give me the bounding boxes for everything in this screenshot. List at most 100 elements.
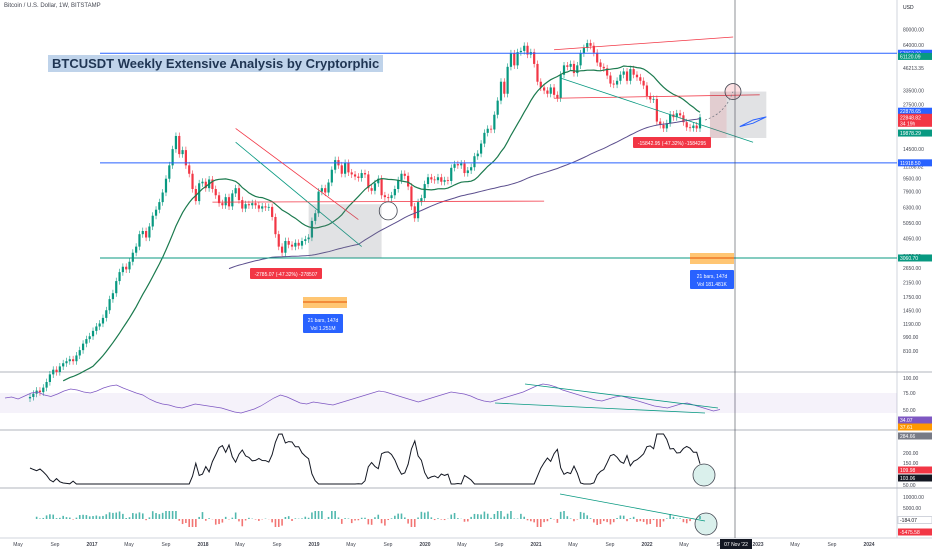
candle-body xyxy=(470,167,472,170)
candle-body xyxy=(225,197,227,205)
macd-histogram-bar xyxy=(361,518,363,519)
candle-body xyxy=(158,202,160,210)
candle-body xyxy=(371,188,373,191)
macd-histogram-bar xyxy=(318,511,320,519)
candle-body xyxy=(434,179,436,180)
macd-histogram-bar xyxy=(331,511,333,519)
macd-histogram-bar xyxy=(663,519,665,521)
currency-label: USD xyxy=(903,5,914,11)
y-tick-label: 2150.00 xyxy=(903,281,921,287)
y-tick-label: 80000.00 xyxy=(903,28,924,34)
macd-histogram-bar xyxy=(401,514,403,519)
rsi-tick-label: 50.00 xyxy=(903,408,916,414)
candle-body xyxy=(92,331,94,336)
x-tick-label: 2024 xyxy=(863,542,874,548)
macd-histogram-bar xyxy=(557,519,559,523)
candle-body xyxy=(394,189,396,195)
price-label-text: 19878.29 xyxy=(900,131,921,137)
x-tick-label: 2022 xyxy=(641,542,652,548)
macd-histogram-bar xyxy=(639,519,641,521)
candle-body xyxy=(105,310,107,318)
macd-histogram-bar xyxy=(477,514,479,519)
candle-body xyxy=(573,64,575,73)
macd-histogram-bar xyxy=(321,511,323,519)
macd-histogram-bar xyxy=(643,519,645,522)
candle-body xyxy=(152,216,154,227)
macd-histogram-bar xyxy=(49,514,51,519)
macd-histogram-bar xyxy=(102,516,104,519)
y-tick-label: 990.00 xyxy=(903,335,919,341)
macd-histogram-bar xyxy=(689,519,691,521)
macd-histogram-bar xyxy=(659,519,661,527)
macd-histogram-bar xyxy=(149,517,151,519)
macd-histogram-bar xyxy=(454,513,456,519)
candle-body xyxy=(643,81,645,86)
candle-body xyxy=(165,179,167,193)
candle-body xyxy=(261,206,263,208)
macd-histogram-bar xyxy=(188,519,190,527)
macd-histogram-bar xyxy=(630,518,632,519)
macd-histogram-bar xyxy=(683,519,685,522)
candle-body xyxy=(589,43,591,46)
candle-body xyxy=(72,359,74,361)
candle-body xyxy=(347,163,349,172)
macd-histogram-bar xyxy=(314,511,316,519)
macd-histogram-bar xyxy=(89,516,91,519)
macd-histogram-bar xyxy=(62,516,64,519)
candle-body xyxy=(374,183,376,190)
candle-body xyxy=(288,241,290,245)
macd-histogram-bar xyxy=(178,519,180,521)
macd-histogram-bar xyxy=(175,511,177,519)
macd-histogram-bar xyxy=(238,519,240,521)
candle-body xyxy=(188,165,190,173)
macd-histogram-bar xyxy=(288,516,290,519)
price-label-text: 34 19h xyxy=(900,121,916,127)
candle-body xyxy=(410,186,412,206)
rsi-band xyxy=(0,393,897,413)
y-tick-label: 33500.00 xyxy=(903,89,924,95)
candle-body xyxy=(407,176,409,187)
x-tick-label: May xyxy=(346,542,356,548)
candle-body xyxy=(616,81,618,85)
candle-body xyxy=(453,164,455,168)
candle-body xyxy=(467,170,469,173)
candle-body xyxy=(400,174,402,180)
macd-histogram-bar xyxy=(291,519,293,521)
candle-body xyxy=(271,207,273,217)
rsi-tick-label: 75.00 xyxy=(903,391,916,397)
x-tick-label: 2020 xyxy=(419,542,430,548)
macd-histogram-bar xyxy=(490,518,492,519)
x-tick-label: May xyxy=(457,542,467,548)
macd-histogram-bar xyxy=(616,518,618,519)
candle-body xyxy=(480,144,482,154)
macd-histogram-bar xyxy=(109,512,111,519)
candle-body xyxy=(69,359,71,361)
macd-histogram-bar xyxy=(421,512,423,519)
macd-histogram-bar xyxy=(504,517,506,519)
candle-body xyxy=(520,51,522,52)
candle-body xyxy=(686,122,688,127)
candle-body xyxy=(258,205,260,208)
macd-histogram-bar xyxy=(235,513,237,519)
macd-histogram-bar xyxy=(427,512,429,519)
macd-histogram-bar xyxy=(377,515,379,519)
x-tick-label: May xyxy=(568,542,578,548)
macd-histogram-bar xyxy=(129,517,131,519)
candle-body xyxy=(669,114,671,123)
candle-body xyxy=(301,241,303,246)
candle-body xyxy=(75,355,77,361)
y-tick-label: 27500.00 xyxy=(903,102,924,108)
candle-body xyxy=(59,366,61,372)
candle-body xyxy=(274,217,276,234)
macd-histogram-bar xyxy=(600,519,602,524)
candle-body xyxy=(361,173,363,178)
candle-body xyxy=(447,180,449,181)
candle-body xyxy=(278,234,280,246)
macd-histogram-bar xyxy=(603,519,605,521)
macd-histogram-bar xyxy=(656,519,658,527)
macd-histogram-bar xyxy=(653,519,655,520)
candle-body xyxy=(162,193,164,203)
macd-histogram-bar xyxy=(79,515,81,519)
